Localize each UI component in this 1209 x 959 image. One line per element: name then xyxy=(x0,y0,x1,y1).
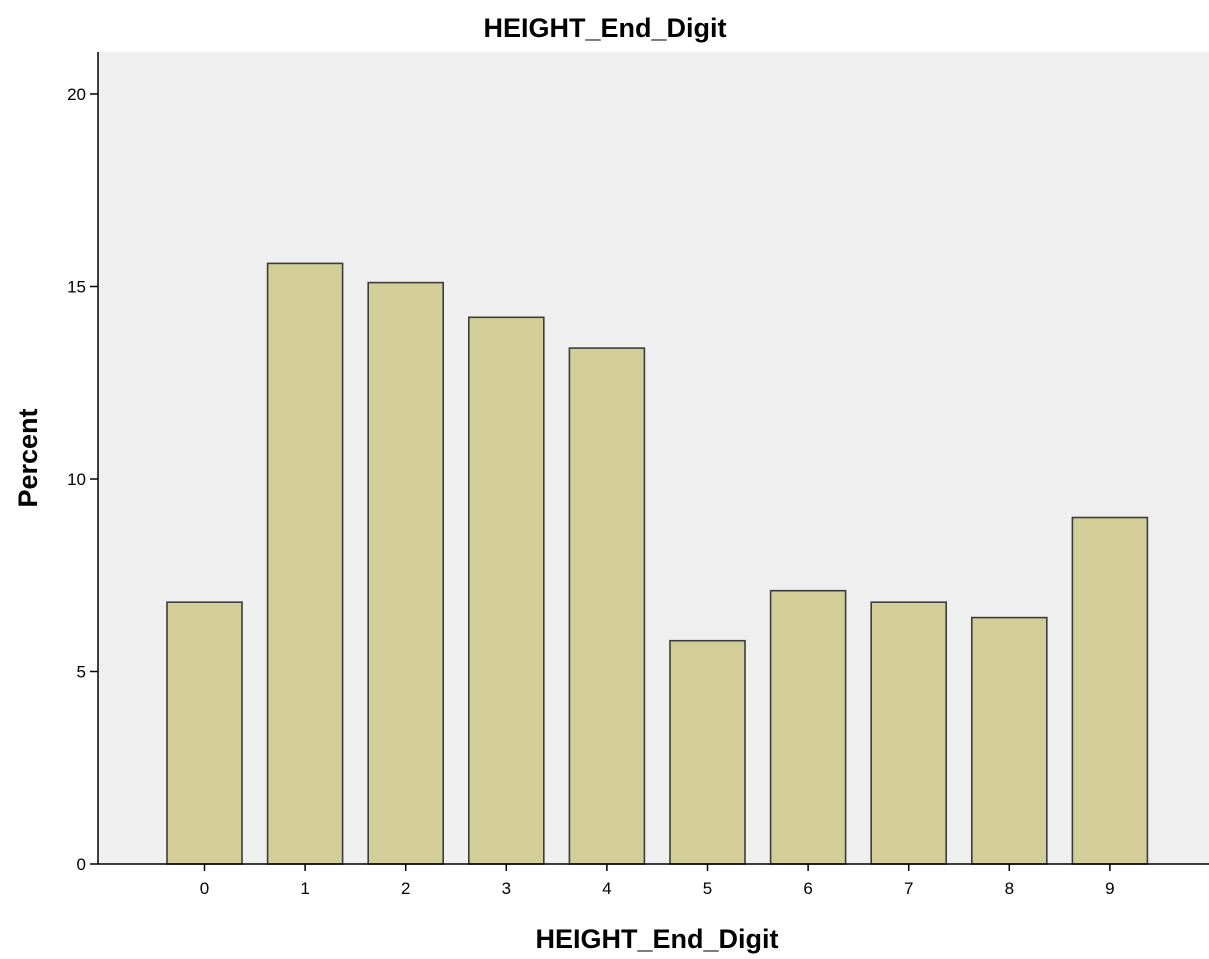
y-tick-label: 10 xyxy=(67,470,86,489)
bar-1 xyxy=(266,262,344,865)
x-tick-label: 0 xyxy=(200,879,209,898)
x-ticks: 0 1 2 3 4 5 6 7 8 9 xyxy=(200,864,1115,898)
bar-3 xyxy=(467,316,545,865)
bar-4 xyxy=(568,347,646,865)
y-tick-label: 15 xyxy=(67,278,86,297)
bar-6 xyxy=(769,589,847,865)
x-tick-label: 9 xyxy=(1105,879,1114,898)
y-tick-label: 20 xyxy=(67,85,86,104)
x-tick-label: 1 xyxy=(300,879,309,898)
bar-7 xyxy=(870,601,948,865)
x-tick-label: 2 xyxy=(401,879,410,898)
x-tick-label: 7 xyxy=(904,879,913,898)
bar-2 xyxy=(367,281,445,865)
chart-title: HEIGHT_End_Digit xyxy=(483,13,726,43)
bar-8 xyxy=(970,616,1048,865)
y-tick-label: 0 xyxy=(77,855,86,874)
bar-9 xyxy=(1071,516,1149,865)
y-ticks: 0 5 10 15 20 xyxy=(67,85,98,874)
bar-0 xyxy=(166,601,243,865)
x-tick-label: 4 xyxy=(602,879,611,898)
bars xyxy=(166,262,1149,865)
x-axis-title: HEIGHT_End_Digit xyxy=(535,924,778,954)
y-axis-title: Percent xyxy=(13,408,43,507)
axes xyxy=(97,52,1209,865)
y-tick-label: 5 xyxy=(77,663,86,682)
x-tick-label: 6 xyxy=(803,879,812,898)
x-tick-label: 3 xyxy=(502,879,511,898)
x-tick-label: 5 xyxy=(703,879,712,898)
x-tick-label: 8 xyxy=(1005,879,1014,898)
bar-5 xyxy=(669,639,746,865)
